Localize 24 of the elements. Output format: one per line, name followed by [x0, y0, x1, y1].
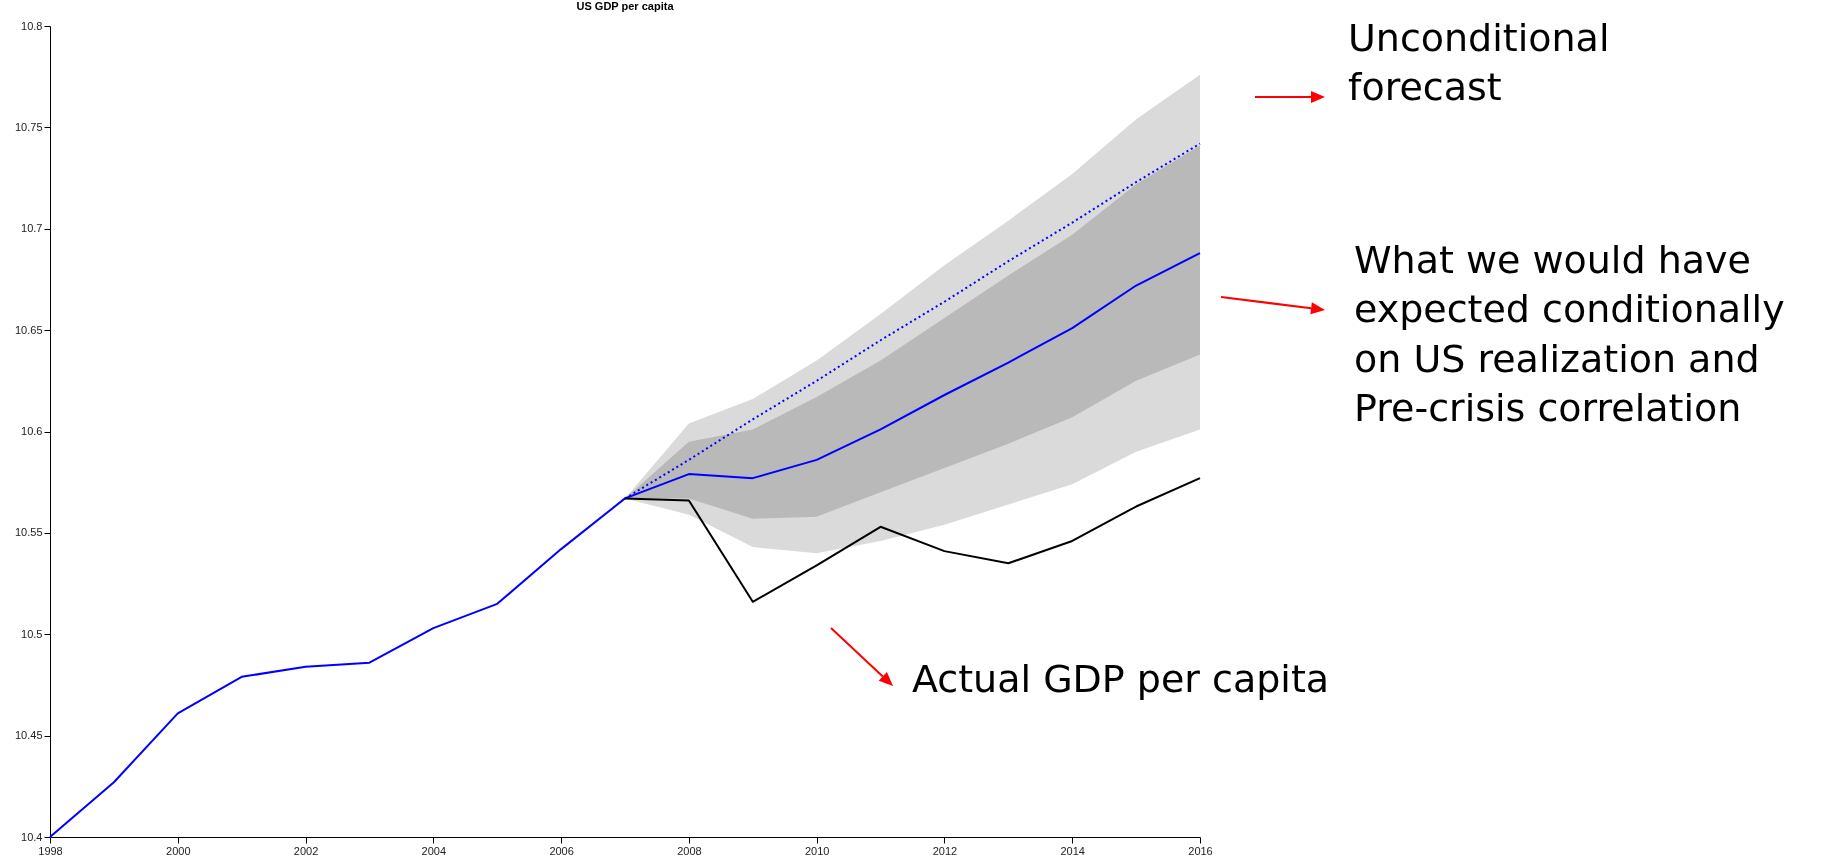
x-tick-label: 2008 [677, 844, 702, 855]
chart-title: US GDP per capita [576, 0, 675, 12]
y-tick-label: 10.45 [14, 729, 43, 742]
line-series [624, 477, 1201, 603]
annotation: Actual GDP per capita [912, 656, 1331, 703]
y-tick-label: 10.5 [21, 627, 43, 640]
x-tick-label: 2006 [549, 844, 574, 855]
x-tick-label: 2000 [166, 844, 191, 855]
y-tick-label: 10.6 [21, 425, 43, 437]
x-tick-label: 2002 [293, 844, 319, 855]
y-tick-label: 10.8 [21, 19, 43, 32]
y-tick-label: 10.75 [14, 120, 43, 133]
text: Unconditional forecast [1348, 15, 1611, 112]
x-tick-label: 2004 [421, 844, 447, 855]
y-tick-label: 10.55 [14, 526, 43, 539]
y-tick-label: 10.4 [21, 830, 43, 843]
x-tick-label: 2014 [1060, 844, 1085, 855]
x-tick-label: 2012 [932, 844, 958, 855]
x-tick-label: 2010 [804, 844, 830, 855]
x-tick-label: 2016 [1188, 844, 1213, 855]
y-tick-label: 10.65 [14, 323, 43, 336]
x-tick-label: 1998 [38, 844, 63, 855]
y-tick-label: 10.7 [21, 222, 43, 235]
text: What we would have expected conditionally on US realization and Pre-crisis correlation [1354, 237, 1786, 433]
